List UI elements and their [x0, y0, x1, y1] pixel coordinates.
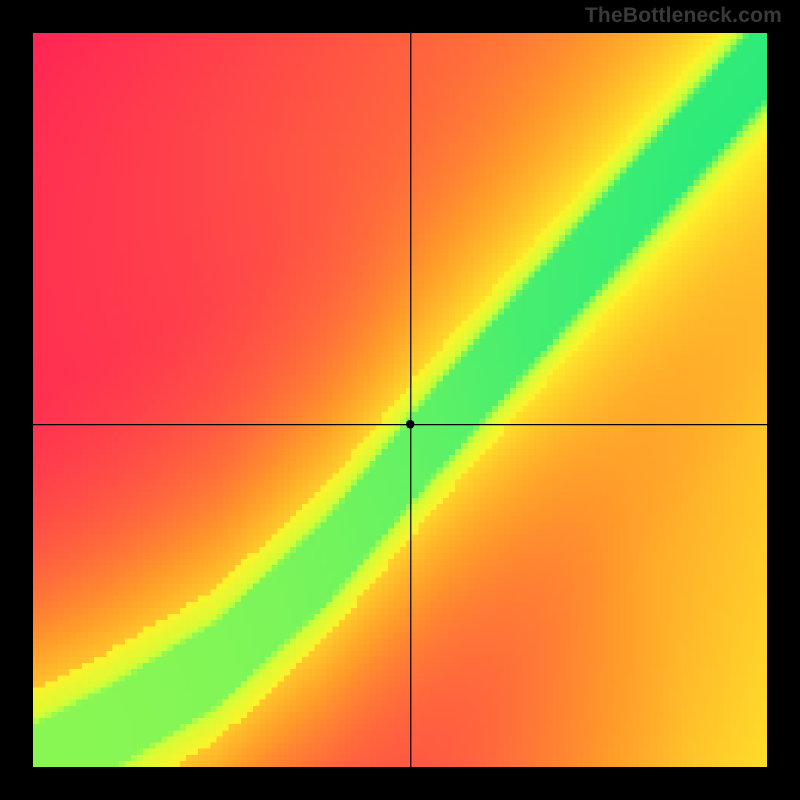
watermark-text: TheBottleneck.com [585, 4, 782, 28]
chart-container: { "watermark": { "text": "TheBottleneck.… [0, 0, 800, 800]
crosshair-overlay [33, 33, 767, 767]
